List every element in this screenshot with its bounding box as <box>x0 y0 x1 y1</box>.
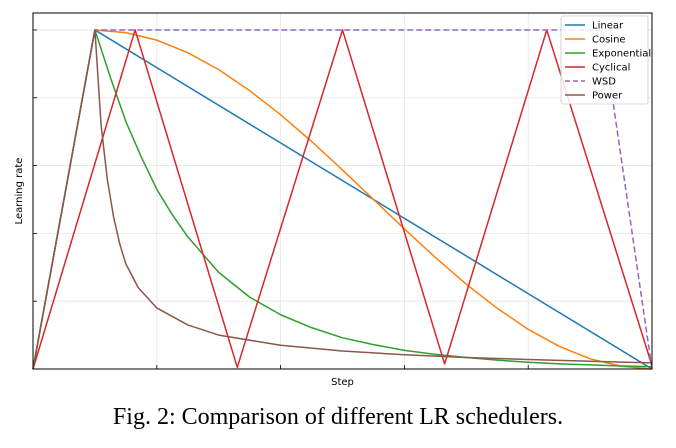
legend: Linear Cosine Exponential Cyclical WSD Power <box>560 15 651 105</box>
x-axis-label: Step <box>331 377 354 388</box>
series-line-linear <box>32 29 653 370</box>
legend-label-exponential: Exponential <box>592 49 651 60</box>
y-axis-label: Learning rate <box>14 158 25 225</box>
series-lines <box>32 29 653 370</box>
series-line-exponential <box>32 29 653 370</box>
figure-caption: Fig. 2: Comparison of different LR sched… <box>112 404 564 430</box>
series-line-power <box>32 29 653 370</box>
series-line-cosine <box>32 29 653 370</box>
legend-label-wsd: WSD <box>592 77 616 88</box>
series-line-wsd <box>32 29 653 370</box>
series-line-cyclical <box>32 29 653 370</box>
grid <box>32 13 653 370</box>
legend-label-cyclical: Cyclical <box>592 63 630 74</box>
legend-box <box>560 15 649 105</box>
legend-label-linear: Linear <box>592 21 624 32</box>
legend-label-cosine: Cosine <box>592 35 626 46</box>
plot-frame <box>32 12 653 370</box>
lr-scheduler-chart: Step Learning rate Linear Cosine Exponenti… <box>14 12 653 388</box>
axis-ticks <box>32 29 653 370</box>
legend-label-power: Power <box>592 91 623 102</box>
